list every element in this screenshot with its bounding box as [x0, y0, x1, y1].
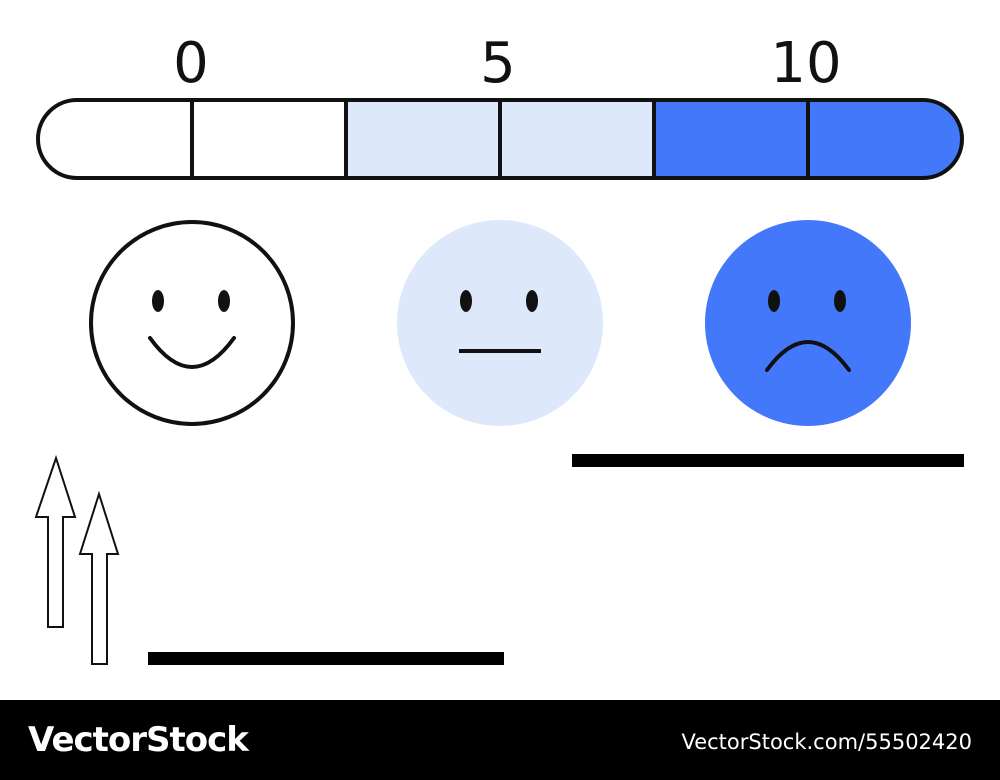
up-arrow-outline-icon [34, 454, 77, 628]
right-eye [526, 290, 538, 312]
pain-scale-bar [36, 98, 964, 180]
left-eye [152, 290, 164, 312]
scale-segment [192, 100, 346, 178]
frown-mouth [765, 340, 851, 372]
up-arrow-outline-icon [78, 490, 120, 665]
decorative-bar-right [572, 454, 964, 467]
pain-scale-illustration: 0 5 10 [34, 31, 964, 665]
scale-label-10: 10 [770, 31, 841, 96]
brand-logo-text: VectorStock [28, 720, 249, 760]
face-circle [397, 220, 603, 426]
face-circle [705, 220, 911, 426]
scale-segment [38, 100, 192, 178]
neutral-face-icon [397, 220, 603, 426]
scale-outline [36, 98, 964, 180]
scale-label-5: 5 [480, 31, 516, 96]
watermark-footer: VectorStock VectorStock.com/55502420 [0, 700, 1000, 780]
face-circle [89, 220, 295, 426]
sad-face-icon [705, 220, 911, 426]
left-eye [768, 290, 780, 312]
decorative-bar-bottom [148, 652, 504, 665]
scale-segment [654, 100, 808, 178]
scale-segment [500, 100, 654, 178]
right-eye [834, 290, 846, 312]
image-id-text: VectorStock.com/55502420 [681, 730, 972, 754]
right-eye [218, 290, 230, 312]
scale-segment [346, 100, 500, 178]
left-eye [460, 290, 472, 312]
smiley-face-icon [89, 220, 295, 426]
scale-segment [808, 100, 962, 178]
smile-mouth [148, 336, 236, 369]
scale-label-0: 0 [173, 31, 209, 96]
